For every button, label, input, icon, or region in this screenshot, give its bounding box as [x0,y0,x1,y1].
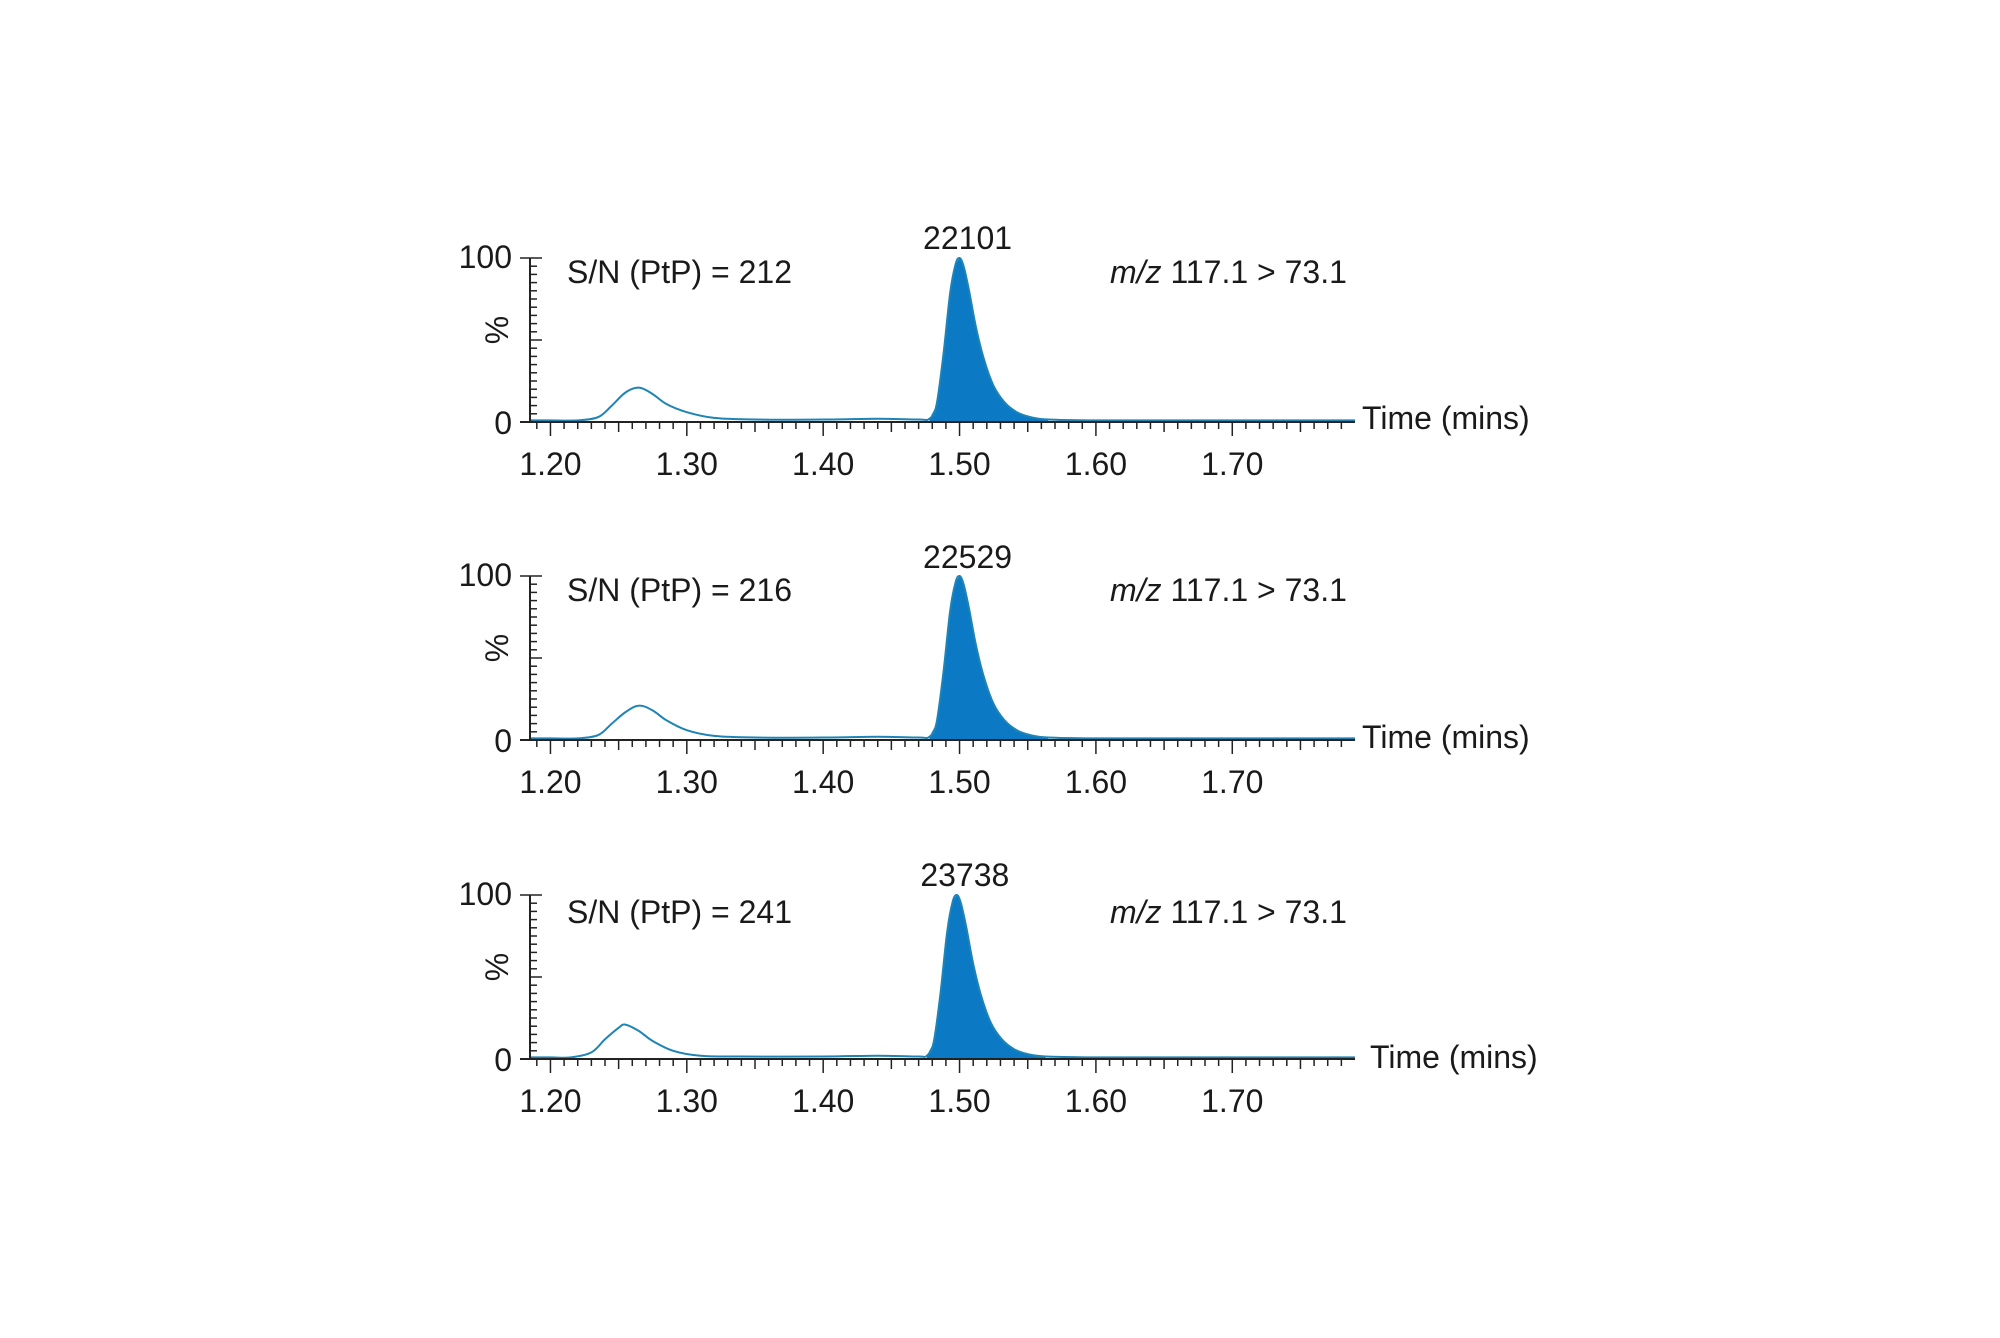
x-tick-label: 1.50 [928,1083,990,1119]
main-peak-fill [929,258,1049,422]
x-tick-label: 1.60 [1065,446,1127,482]
chromatogram-panel-2: 100 0% 1.20 1.30 1.40 1.50 1.60 1.70 Time (mins)… [459,539,1530,800]
transition-value: 117.1 > 73.1 [1162,894,1347,930]
chromatogram-trace [529,574,1355,740]
x-axis-label: Time (mins) [1362,400,1530,436]
chromatogram-panel-1: 100 0% 1.20 1.30 1.40 1.50 1.60 1.70 Time (mins)… [459,220,1530,482]
y-tick-label-top: 100 [459,239,512,275]
transition-prefix: m/z [1110,572,1162,608]
y-tick-label-bottom: 0 [494,405,512,441]
x-axis-label: Time (mins) [1362,719,1530,755]
x-axis-ticks [536,740,1343,754]
y-axis-label: % [479,316,515,344]
x-tick-label: 1.70 [1201,1083,1263,1119]
main-peak-fill [929,576,1049,740]
transition-label: m/z 117.1 > 73.1 [1110,254,1347,290]
x-tick-label: 1.30 [656,1083,718,1119]
y-tick-label-top: 100 [459,876,512,912]
x-tick-label: 1.50 [928,446,990,482]
signal-to-noise-label: S/N (PtP) = 216 [567,572,792,608]
chromatogram-trace [530,256,1355,422]
x-axis-label: Time (mins) [1370,1039,1538,1075]
transition-value: 117.1 > 73.1 [1162,254,1347,290]
transition-value: 117.1 > 73.1 [1162,572,1347,608]
signal-to-noise-label: S/N (PtP) = 212 [567,254,792,290]
x-tick-label: 1.40 [792,1083,854,1119]
transition-label: m/z 117.1 > 73.1 [1110,572,1347,608]
y-tick-label-top: 100 [459,557,512,593]
x-tick-label: 1.40 [792,446,854,482]
y-axis-ticks [520,575,542,741]
y-tick-label-bottom: 0 [494,723,512,759]
x-tick-label: 1.50 [928,764,990,800]
x-tick-label: 1.30 [656,446,718,482]
peak-area-label: 22529 [923,539,1012,575]
x-tick-label: 1.20 [519,764,581,800]
chromatogram-panel-3: 100 0% 1.20 1.30 1.40 1.50 1.60 1.70 Time (mins)… [459,857,1538,1119]
y-axis-label: % [479,634,515,662]
x-tick-label: 1.20 [519,446,581,482]
chromatogram-trace [529,893,1355,1059]
peak-area-label: 23738 [920,857,1009,893]
x-tick-label: 1.20 [519,1083,581,1119]
y-axis-label: % [479,953,515,981]
x-axis-ticks [536,422,1343,436]
y-axis-ticks [520,894,542,1060]
transition-prefix: m/z [1110,894,1162,930]
x-tick-label: 1.60 [1065,1083,1127,1119]
y-tick-label-bottom: 0 [494,1042,512,1078]
x-tick-label: 1.70 [1201,446,1263,482]
transition-prefix: m/z [1110,254,1162,290]
x-tick-label: 1.60 [1065,764,1127,800]
x-axis-ticks [536,1059,1343,1073]
transition-label: m/z 117.1 > 73.1 [1110,894,1347,930]
x-tick-label: 1.70 [1201,764,1263,800]
x-tick-label: 1.40 [792,764,854,800]
y-axis-ticks [520,257,542,423]
main-peak-fill [926,895,1046,1059]
x-tick-label: 1.30 [656,764,718,800]
peak-area-label: 22101 [923,220,1012,256]
signal-to-noise-label: S/N (PtP) = 241 [567,894,792,930]
